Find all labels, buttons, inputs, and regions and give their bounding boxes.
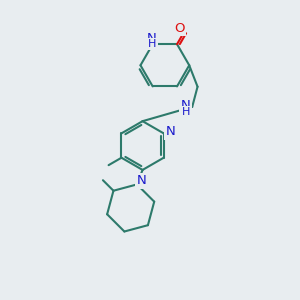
Text: O: O — [174, 22, 185, 35]
Text: N: N — [181, 99, 190, 112]
Text: N: N — [147, 32, 157, 45]
Text: N: N — [136, 174, 146, 187]
Text: H: H — [182, 107, 190, 117]
Text: H: H — [148, 39, 156, 49]
Text: N: N — [165, 125, 175, 138]
